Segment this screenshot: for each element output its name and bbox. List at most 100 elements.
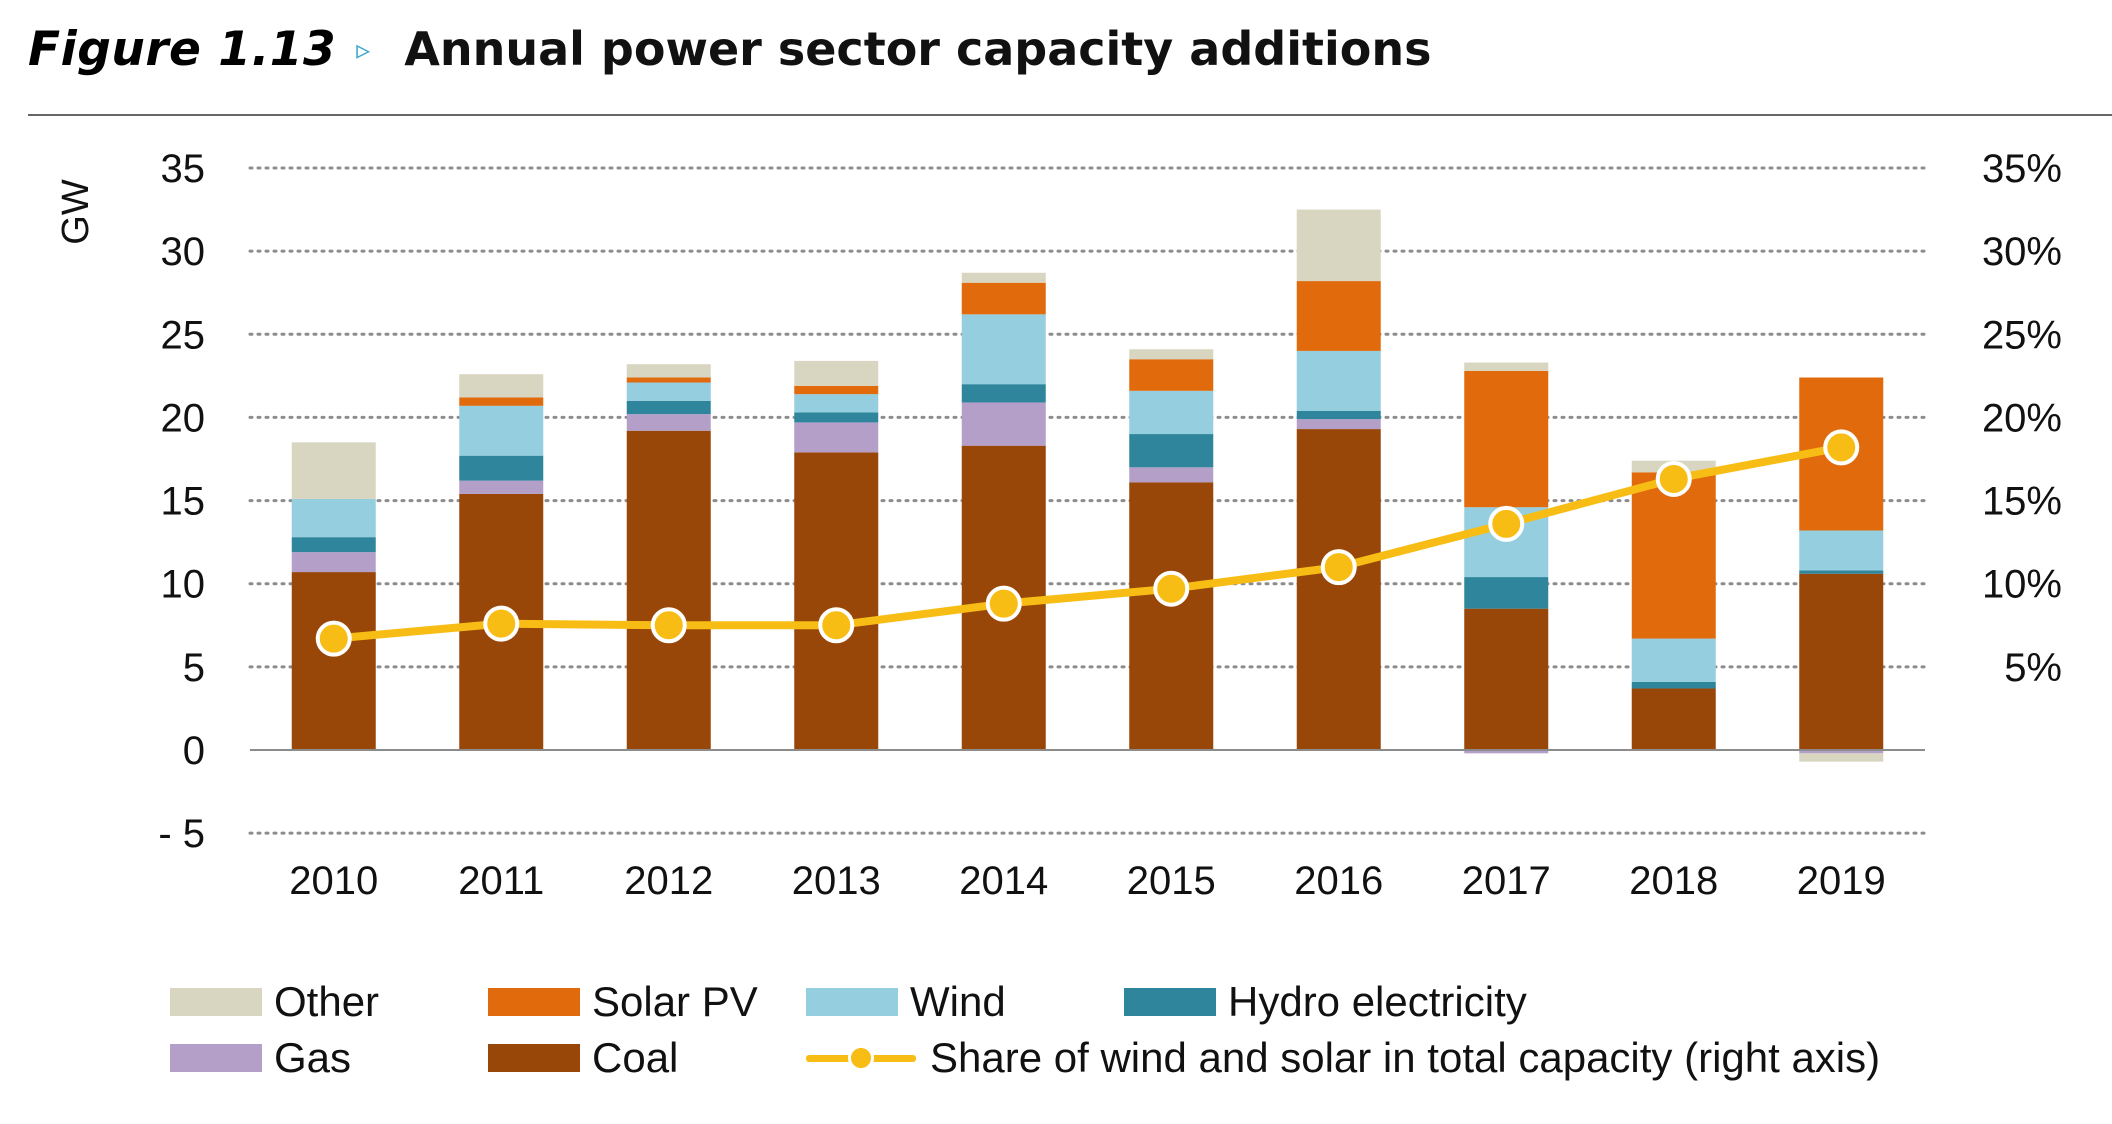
bar-segment-hydro-electricity: [1464, 577, 1549, 609]
legend-swatch-gas: [170, 1044, 262, 1072]
bar-segment-wind: [626, 382, 711, 401]
bar-segment-hydro-electricity: [794, 412, 879, 423]
figure-title: Figure 1.13 ▹ Annual power sector capaci…: [28, 14, 1431, 84]
legend-item-gas: Gas: [170, 1034, 351, 1082]
bar-segment-other: [459, 374, 544, 398]
bar-segment-other: [291, 442, 376, 499]
legend-swatch-other: [170, 988, 262, 1016]
legend-item-coal: Coal: [488, 1034, 678, 1082]
bar-segment-hydro-electricity: [1799, 570, 1884, 574]
legend-item-hydro: Hydro electricity: [1124, 978, 1527, 1026]
y-tick-label: 25: [161, 313, 206, 357]
legend-label-wind: Wind: [910, 978, 1006, 1025]
legend-label-gas: Gas: [274, 1034, 352, 1081]
y-tick-label: 35: [161, 147, 206, 191]
bar-segment-solar-pv: [794, 385, 879, 395]
y-tick-label: 5: [183, 646, 205, 690]
legend-label-solar-pv: Solar PV: [592, 978, 758, 1025]
bar-segment-wind: [291, 498, 376, 538]
bar-segment-other: [626, 364, 711, 378]
bar-segment-gas: [459, 480, 544, 494]
bar-segment-other: [1129, 349, 1214, 360]
bar-segment-coal: [1129, 482, 1214, 750]
x-tick-label: 2011: [458, 859, 544, 903]
x-tick-label: 2015: [1127, 859, 1216, 903]
y2-tick-label: 30%: [1982, 230, 2062, 274]
stacked-bar-chart: - 5 0 5 10 15 20 25 30 35 5% 10% 15% 20% 25% 30% 35% 201…: [55, 147, 2062, 903]
play-arrow-icon: ▹: [356, 33, 371, 65]
bar-segment-solar-pv: [626, 377, 711, 383]
bar-segment-hydro-electricity: [961, 384, 1046, 403]
bar-segment-coal: [1296, 429, 1381, 750]
share-line-point: [1153, 570, 1190, 607]
x-tick-label: 2017: [1462, 859, 1551, 903]
bar-segment-hydro-electricity: [626, 400, 711, 415]
bar-segment-other: [961, 272, 1046, 283]
share-line-point: [483, 605, 520, 642]
x-tick-label: 2014: [959, 859, 1048, 903]
x-tick-label: 2013: [792, 859, 881, 903]
share-line-point: [1655, 460, 1692, 497]
bar-segment-gas: [1464, 750, 1549, 754]
bar-segment-wind: [1296, 350, 1381, 411]
legend-item-share: Share of wind and solar in total capacit…: [806, 1034, 1880, 1082]
legend-label-hydro: Hydro electricity: [1228, 978, 1527, 1025]
bar-segment-other: [1464, 362, 1549, 371]
bar-segment-wind: [961, 314, 1046, 385]
legend-item-solar-pv: Solar PV: [488, 978, 758, 1026]
share-line-point: [1823, 429, 1860, 466]
y2-tick-label: 25%: [1982, 313, 2062, 357]
bar-segment-coal: [1631, 688, 1716, 750]
bar-segment-coal: [794, 452, 879, 750]
x-tick-label: 2016: [1294, 859, 1383, 903]
share-line-point: [315, 620, 352, 657]
bar-segment-gas: [291, 552, 376, 573]
y2-tick-label: 35%: [1982, 147, 2062, 191]
title-divider: [28, 114, 2112, 116]
share-line-point: [1488, 505, 1525, 542]
bar-segment-other: [1296, 209, 1381, 282]
bar-segment-coal: [626, 430, 711, 750]
bar-segment-coal: [291, 572, 376, 750]
x-tick-label: 2019: [1797, 859, 1886, 903]
bar-segment-other: [794, 360, 879, 386]
y-axis-title: GW: [55, 179, 97, 245]
bar-segment-hydro-electricity: [459, 455, 544, 481]
legend-swatch-hydro: [1124, 988, 1216, 1016]
x-tick-label: 2018: [1629, 859, 1718, 903]
legend-item-other: Other: [170, 978, 379, 1026]
y-tick-label: 20: [161, 396, 206, 440]
x-tick-label: 2010: [289, 859, 378, 903]
share-line-point: [985, 585, 1022, 622]
bar-segment-wind: [1129, 390, 1214, 435]
bar-segment-solar-pv: [459, 397, 544, 406]
legend-item-wind: Wind: [806, 978, 1006, 1026]
legend-label-share: Share of wind and solar in total capacit…: [930, 1034, 1881, 1081]
bar-segment-solar-pv: [1631, 472, 1716, 639]
legend-swatch-wind: [806, 988, 898, 1016]
bar-segment-hydro-electricity: [291, 537, 376, 553]
y2-tick-label: 10%: [1982, 563, 2062, 607]
bar-segment-solar-pv: [1129, 359, 1214, 391]
bar-segment-hydro-electricity: [1631, 681, 1716, 689]
chart-title: Annual power sector capacity additions: [404, 22, 1432, 76]
legend-swatch-solar-pv: [488, 988, 580, 1016]
y-tick-label: 10: [161, 563, 206, 607]
y-tick-label: 15: [161, 480, 206, 524]
bar-segment-gas: [1799, 750, 1884, 754]
y2-tick-label: 5%: [2004, 646, 2062, 690]
bar-segment-gas: [794, 422, 879, 453]
legend-label-other: Other: [274, 978, 380, 1025]
y-tick-label: 30: [161, 230, 206, 274]
share-line-point: [818, 607, 855, 644]
bar-segment-solar-pv: [1296, 281, 1381, 351]
bar-segment-wind: [794, 394, 879, 413]
share-line-path: [329, 443, 1846, 643]
y2-tick-label: 20%: [1982, 396, 2062, 440]
bar-segment-hydro-electricity: [1129, 434, 1214, 468]
y-tick-label: 0: [183, 729, 205, 773]
share-line: [315, 429, 1860, 657]
bar-segment-gas: [1129, 467, 1214, 483]
share-line-point: [650, 607, 687, 644]
y-tick-label: - 5: [158, 812, 205, 856]
